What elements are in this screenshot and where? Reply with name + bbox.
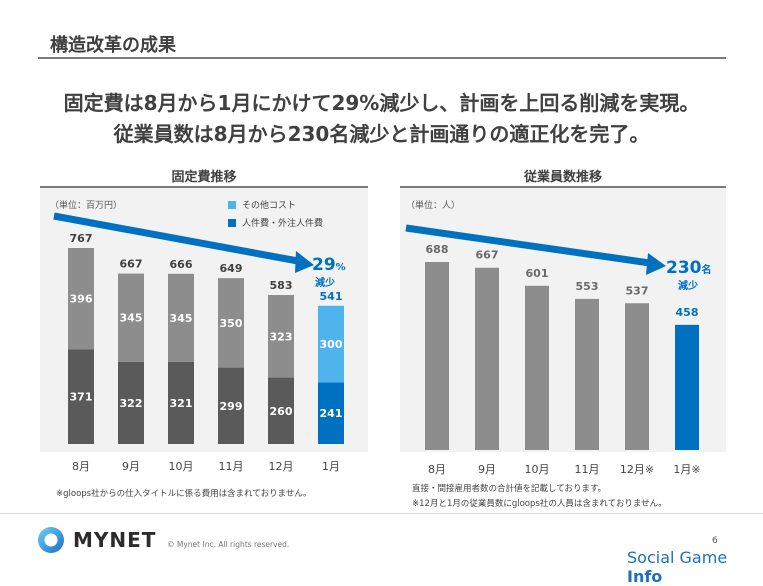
headcount-chart-plot: 688 8月 667 9月 601 10月 553 11月 537 12月※ 458 1月※ 230名減… (405, 224, 712, 476)
watermark-bold: Info (627, 567, 663, 586)
cost-chart-title: 固定費推移 (171, 170, 237, 185)
bar-headcount (525, 285, 549, 450)
data-label-other-cost: 345 (120, 312, 143, 325)
legend-other-cost: その他コスト (228, 198, 296, 211)
reduction-label: 減少 (678, 279, 698, 292)
headline-headcount: 従業員数は8月から230名減少と計画通りの適正化を完了。 (113, 122, 650, 146)
bar-personnel-cost (118, 361, 144, 444)
bar-personnel-cost (268, 377, 294, 444)
bar-personnel-cost (218, 367, 244, 444)
data-label-total: 649 (220, 262, 243, 275)
data-label-headcount: 458 (676, 306, 699, 319)
data-label-personnel-cost: 299 (220, 400, 243, 413)
data-label-other-cost: 300 (320, 338, 343, 351)
legend-label-personnel-cost: 人件費・外注人件費 (242, 219, 324, 229)
bar-personnel-cost (168, 361, 194, 444)
legend-swatch-personnel-cost (228, 218, 236, 227)
watermark-prefix: Social Game (627, 548, 728, 567)
bar-other-cost (218, 278, 244, 368)
x-tick-label: 8月 (428, 463, 446, 476)
bar-other-cost (118, 273, 144, 362)
x-tick-label: 1月 (322, 460, 340, 473)
cost-chart-note: ※gloops社からの仕入タイトルに係る費用は含まれておりません。 (56, 489, 312, 499)
legend-personnel-cost: 人件費・外注人件費 (228, 216, 323, 229)
x-tick-label: 12月 (269, 460, 294, 473)
data-label-headcount: 537 (626, 284, 649, 297)
cost-chart-divider (40, 186, 368, 188)
data-label-total: 667 (120, 258, 143, 271)
reduction-percent-suffix: % (336, 262, 346, 273)
trend-arrow-head (295, 251, 314, 273)
footer-divider (0, 513, 763, 514)
bar-personnel-cost (318, 382, 344, 444)
data-label-total: 583 (270, 279, 293, 292)
x-tick-label: 12月※ (620, 463, 654, 476)
bar-other-cost (318, 305, 344, 383)
page-title: 構造改革の成果 (50, 35, 176, 56)
bar-headcount (675, 324, 699, 450)
headcount-chart-note-1: 直接・間接雇用者数の合計値を記載しております。 (412, 484, 607, 494)
data-label-total: 767 (70, 232, 93, 245)
legend-label-other-cost: その他コスト (242, 201, 297, 211)
bar-personnel-cost (68, 349, 94, 444)
cost-chart-unit: （単位：百万円） (50, 201, 123, 211)
reduction-percent: 29% (312, 255, 346, 275)
data-label-other-cost: 350 (220, 317, 243, 330)
x-tick-label: 10月 (169, 460, 194, 473)
data-label-headcount: 601 (526, 267, 549, 280)
reduction-count: 230名 (666, 258, 712, 278)
data-label-personnel-cost: 321 (170, 397, 193, 410)
x-tick-label: 11月 (575, 463, 600, 476)
trend-arrow-shaft (53, 212, 299, 265)
headcount-chart-divider (400, 186, 726, 188)
data-label-headcount: 688 (426, 243, 449, 256)
reduction-label: 減少 (315, 276, 335, 289)
bar-headcount (475, 267, 499, 450)
bar-other-cost (168, 273, 194, 362)
cost-chart-panel (40, 188, 368, 452)
headcount-chart-title: 従業員数推移 (523, 170, 602, 185)
x-tick-label: 8月 (72, 460, 90, 473)
data-label-other-cost: 396 (70, 293, 93, 306)
reduction-count-suffix: 名 (702, 263, 712, 276)
data-label-personnel-cost: 371 (70, 391, 93, 404)
copyright: © Mynet Inc. All rights reserved. (167, 540, 290, 549)
mynet-logo-icon (38, 527, 64, 553)
headcount-chart-unit: （単位：人） (406, 201, 461, 211)
cost-chart-plot: 371 396 767 8月 322 345 667 9月 321 345 666 10月 299 350… (53, 212, 346, 473)
page-number: 6 (712, 536, 718, 546)
x-tick-label: 9月 (478, 463, 496, 476)
legend-swatch-other-cost (228, 200, 236, 209)
trend-arrow-shaft (405, 224, 651, 267)
trend-arrow-head (646, 253, 666, 275)
headcount-chart-note-2: ※12月と1月の従業員数にgloops社の人員は含まれておりません。 (412, 499, 667, 509)
x-tick-label: 9月 (122, 460, 140, 473)
bar-headcount (425, 262, 449, 450)
data-label-other-cost: 323 (270, 330, 293, 343)
x-tick-label: 1月※ (673, 463, 700, 476)
x-tick-label: 11月 (219, 460, 244, 473)
data-label-total: 541 (320, 290, 343, 303)
x-tick-label: 10月 (525, 463, 550, 476)
data-label-other-cost: 345 (170, 312, 193, 325)
headline-cost: 固定費は8月から1月にかけて29%減少し、計画を上回る削減を実現。 (63, 91, 700, 115)
data-label-headcount: 553 (576, 280, 599, 293)
data-label-total: 666 (170, 258, 193, 271)
watermark: Social Game Info (627, 548, 763, 586)
bar-headcount (575, 298, 599, 450)
data-label-personnel-cost: 260 (270, 405, 293, 418)
bar-other-cost (268, 295, 294, 378)
mynet-logo-text: MYNET (73, 528, 157, 552)
data-label-headcount: 667 (476, 249, 499, 262)
bar-other-cost (68, 248, 94, 350)
title-divider (38, 57, 726, 59)
data-label-personnel-cost: 322 (120, 397, 143, 410)
bar-headcount (625, 303, 649, 450)
data-label-personnel-cost: 241 (320, 407, 343, 420)
